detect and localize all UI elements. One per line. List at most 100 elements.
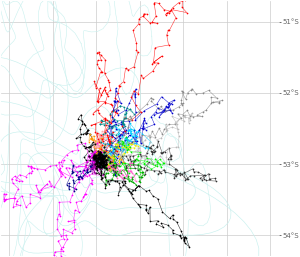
- Point: [73, 227, 77, 231]
- Point: [99, 134, 103, 138]
- Point: [121, 118, 125, 123]
- Point: [119, 149, 124, 153]
- Point: [126, 163, 131, 167]
- Point: [151, 169, 156, 173]
- Point: [179, 100, 184, 105]
- Point: [104, 157, 109, 161]
- Point: [185, 90, 190, 95]
- Point: [71, 181, 76, 185]
- Point: [136, 163, 141, 167]
- Point: [161, 225, 166, 230]
- Point: [90, 165, 95, 169]
- Point: [128, 145, 132, 149]
- Point: [163, 122, 168, 126]
- Point: [146, 211, 150, 215]
- Point: [111, 154, 116, 158]
- Point: [132, 89, 136, 93]
- Point: [144, 156, 149, 160]
- Point: [119, 120, 124, 124]
- Point: [161, 168, 166, 172]
- Point: [107, 124, 112, 128]
- Point: [100, 143, 105, 148]
- Point: [106, 163, 111, 167]
- Point: [196, 170, 201, 174]
- Point: [187, 245, 192, 249]
- Point: [144, 102, 149, 106]
- Point: [80, 169, 85, 173]
- Point: [111, 172, 116, 176]
- Point: [58, 246, 63, 251]
- Point: [95, 154, 100, 159]
- Point: [117, 134, 122, 138]
- Point: [85, 159, 90, 163]
- Point: [155, 197, 160, 201]
- Point: [176, 130, 180, 134]
- Point: [68, 158, 73, 162]
- Point: [82, 173, 87, 177]
- Point: [109, 132, 113, 136]
- Point: [102, 116, 107, 120]
- Point: [120, 156, 125, 160]
- Point: [84, 192, 88, 196]
- Point: [166, 157, 171, 161]
- Point: [153, 45, 158, 50]
- Point: [116, 138, 121, 142]
- Point: [181, 90, 186, 94]
- Point: [96, 140, 101, 144]
- Point: [102, 130, 107, 134]
- Point: [110, 135, 115, 139]
- Point: [142, 172, 146, 177]
- Point: [110, 124, 114, 128]
- Point: [119, 134, 124, 138]
- Point: [90, 166, 94, 170]
- Point: [165, 223, 170, 227]
- Point: [108, 102, 113, 106]
- Point: [182, 237, 187, 241]
- Point: [71, 163, 76, 167]
- Point: [74, 143, 79, 147]
- Point: [130, 161, 135, 166]
- Point: [82, 122, 87, 126]
- Point: [105, 162, 110, 166]
- Point: [106, 160, 111, 164]
- Point: [135, 168, 140, 172]
- Point: [170, 114, 175, 118]
- Point: [114, 170, 119, 175]
- Point: [133, 103, 138, 107]
- Point: [94, 156, 99, 160]
- Point: [154, 14, 158, 18]
- Point: [98, 155, 103, 159]
- Point: [98, 122, 103, 126]
- Point: [114, 152, 118, 156]
- Point: [214, 96, 219, 100]
- Point: [108, 148, 113, 152]
- Point: [139, 165, 144, 169]
- Point: [98, 144, 103, 148]
- Point: [160, 150, 165, 154]
- Point: [92, 157, 97, 161]
- Point: [49, 184, 53, 188]
- Point: [113, 86, 118, 90]
- Point: [186, 121, 191, 125]
- Point: [93, 171, 98, 175]
- Point: [108, 157, 113, 161]
- Point: [119, 161, 124, 165]
- Point: [99, 147, 103, 151]
- Point: [99, 166, 103, 170]
- Point: [91, 157, 95, 161]
- Point: [146, 146, 151, 150]
- Point: [112, 150, 117, 154]
- Point: [106, 166, 111, 170]
- Point: [98, 153, 103, 157]
- Point: [93, 167, 98, 171]
- Point: [121, 146, 126, 151]
- Point: [77, 177, 82, 181]
- Point: [111, 130, 116, 134]
- Point: [146, 160, 151, 164]
- Point: [152, 1, 157, 5]
- Point: [96, 137, 101, 141]
- Point: [112, 160, 117, 164]
- Point: [102, 171, 107, 176]
- Point: [93, 142, 98, 146]
- Point: [98, 136, 103, 140]
